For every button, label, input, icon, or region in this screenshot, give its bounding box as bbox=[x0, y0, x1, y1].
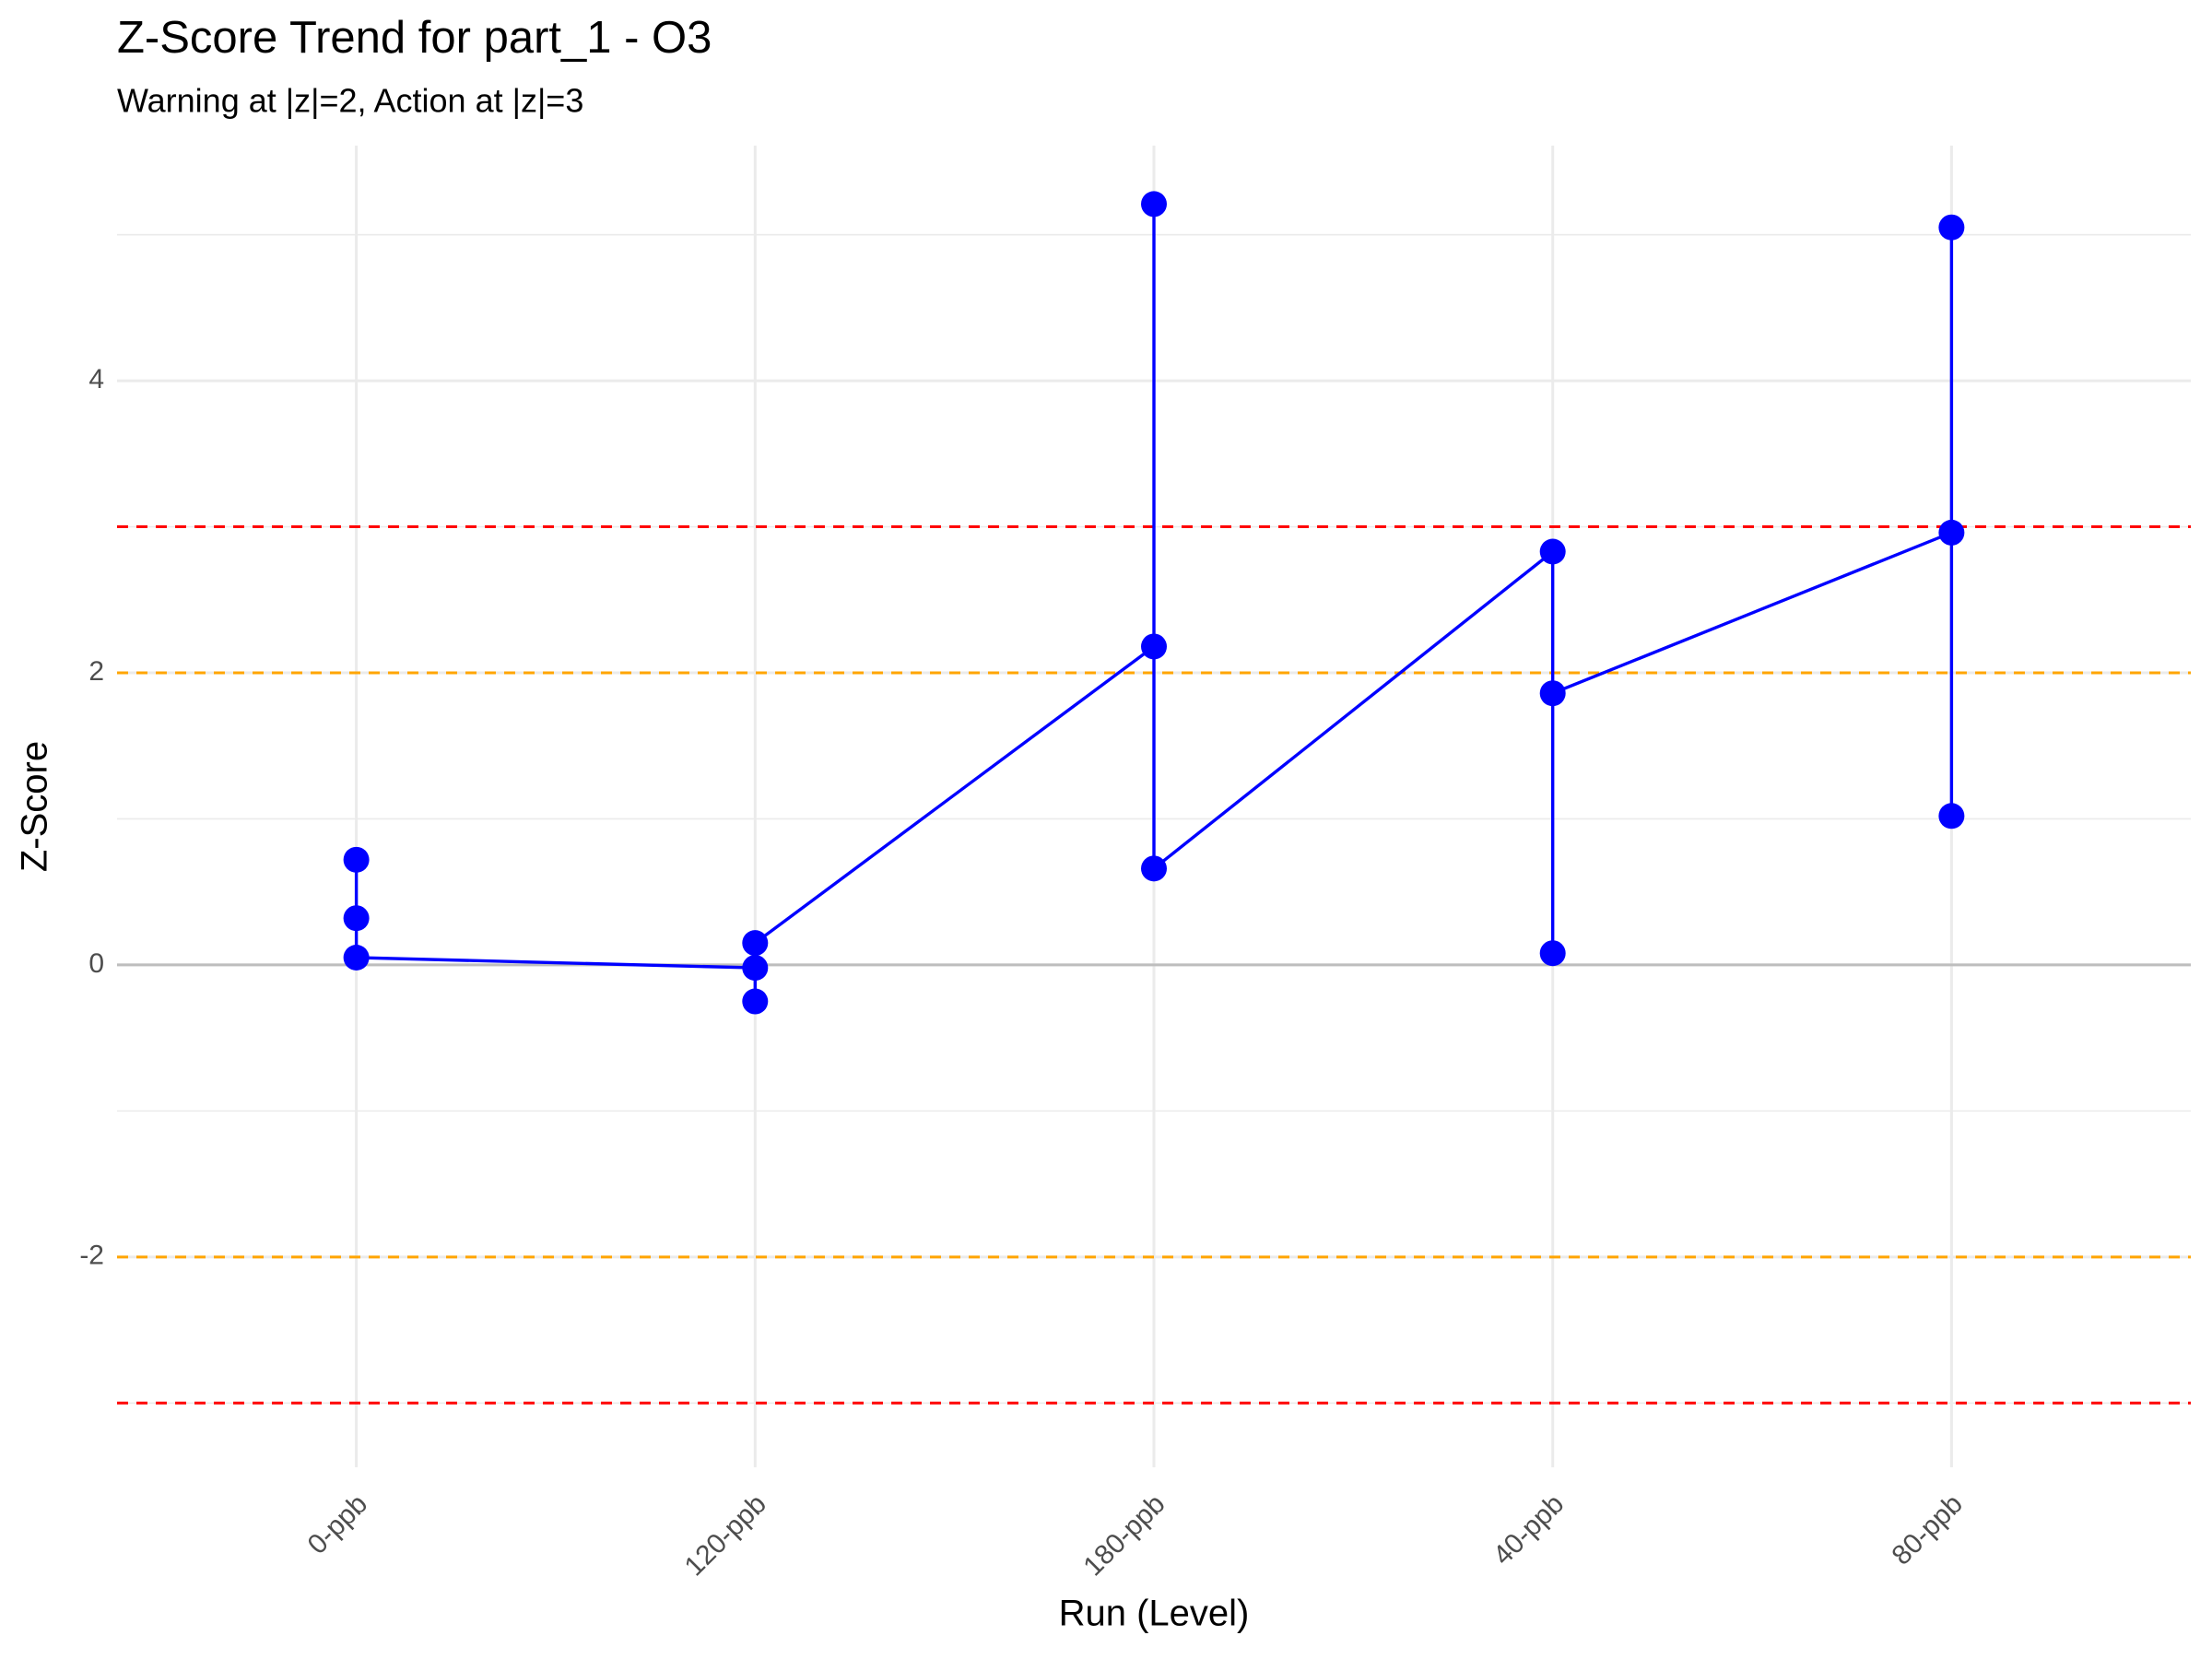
data-point bbox=[1938, 214, 1965, 241]
x-tick-label: 80-ppb bbox=[1887, 1488, 1969, 1571]
data-point bbox=[1539, 680, 1566, 707]
x-axis-label: Run (Level) bbox=[1059, 1594, 1250, 1634]
data-point bbox=[1938, 519, 1965, 546]
y-tick-label: 2 bbox=[88, 656, 104, 687]
data-point bbox=[343, 846, 370, 873]
data-point bbox=[343, 944, 370, 971]
data-point bbox=[1141, 191, 1167, 218]
x-tick-label: 120-ppb bbox=[679, 1488, 772, 1582]
series-line bbox=[354, 204, 1954, 1002]
y-tick-label: 0 bbox=[88, 948, 104, 979]
data-point bbox=[1141, 633, 1167, 660]
x-tick-label: 0-ppb bbox=[302, 1488, 374, 1560]
data-point bbox=[1539, 940, 1566, 967]
data-point bbox=[1539, 538, 1566, 565]
x-tick-label: 40-ppb bbox=[1488, 1488, 1570, 1571]
data-point bbox=[1141, 855, 1167, 882]
data-point bbox=[1938, 803, 1965, 830]
y-tick-label: 4 bbox=[88, 364, 104, 394]
chart-title: Z-Score Trend for part_1 - O3 bbox=[117, 13, 712, 63]
y-axis-label: Z-Score bbox=[15, 741, 55, 872]
x-tick-label: 180-ppb bbox=[1077, 1488, 1171, 1582]
data-point bbox=[343, 905, 370, 932]
chart-subtitle: Warning at |z|=2, Action at |z|=3 bbox=[117, 82, 583, 120]
data-point bbox=[742, 988, 769, 1015]
y-tick-label: -2 bbox=[79, 1241, 104, 1271]
data-point bbox=[742, 930, 769, 957]
data-point bbox=[742, 955, 769, 982]
